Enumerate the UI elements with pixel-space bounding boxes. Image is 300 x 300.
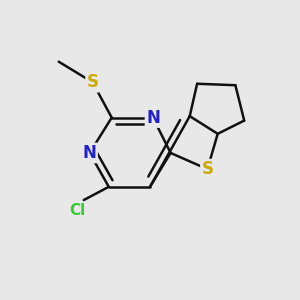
Text: S: S: [87, 73, 99, 91]
Text: N: N: [83, 144, 97, 162]
Text: S: S: [201, 160, 213, 178]
Text: Cl: Cl: [70, 203, 86, 218]
Text: N: N: [146, 109, 160, 127]
